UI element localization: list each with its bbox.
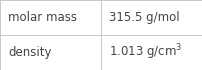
Text: density: density — [8, 46, 52, 59]
Text: 315.5 g/mol: 315.5 g/mol — [109, 11, 180, 24]
Text: 1.013 g/cm$^{3}$: 1.013 g/cm$^{3}$ — [109, 43, 182, 62]
Text: molar mass: molar mass — [8, 11, 77, 24]
